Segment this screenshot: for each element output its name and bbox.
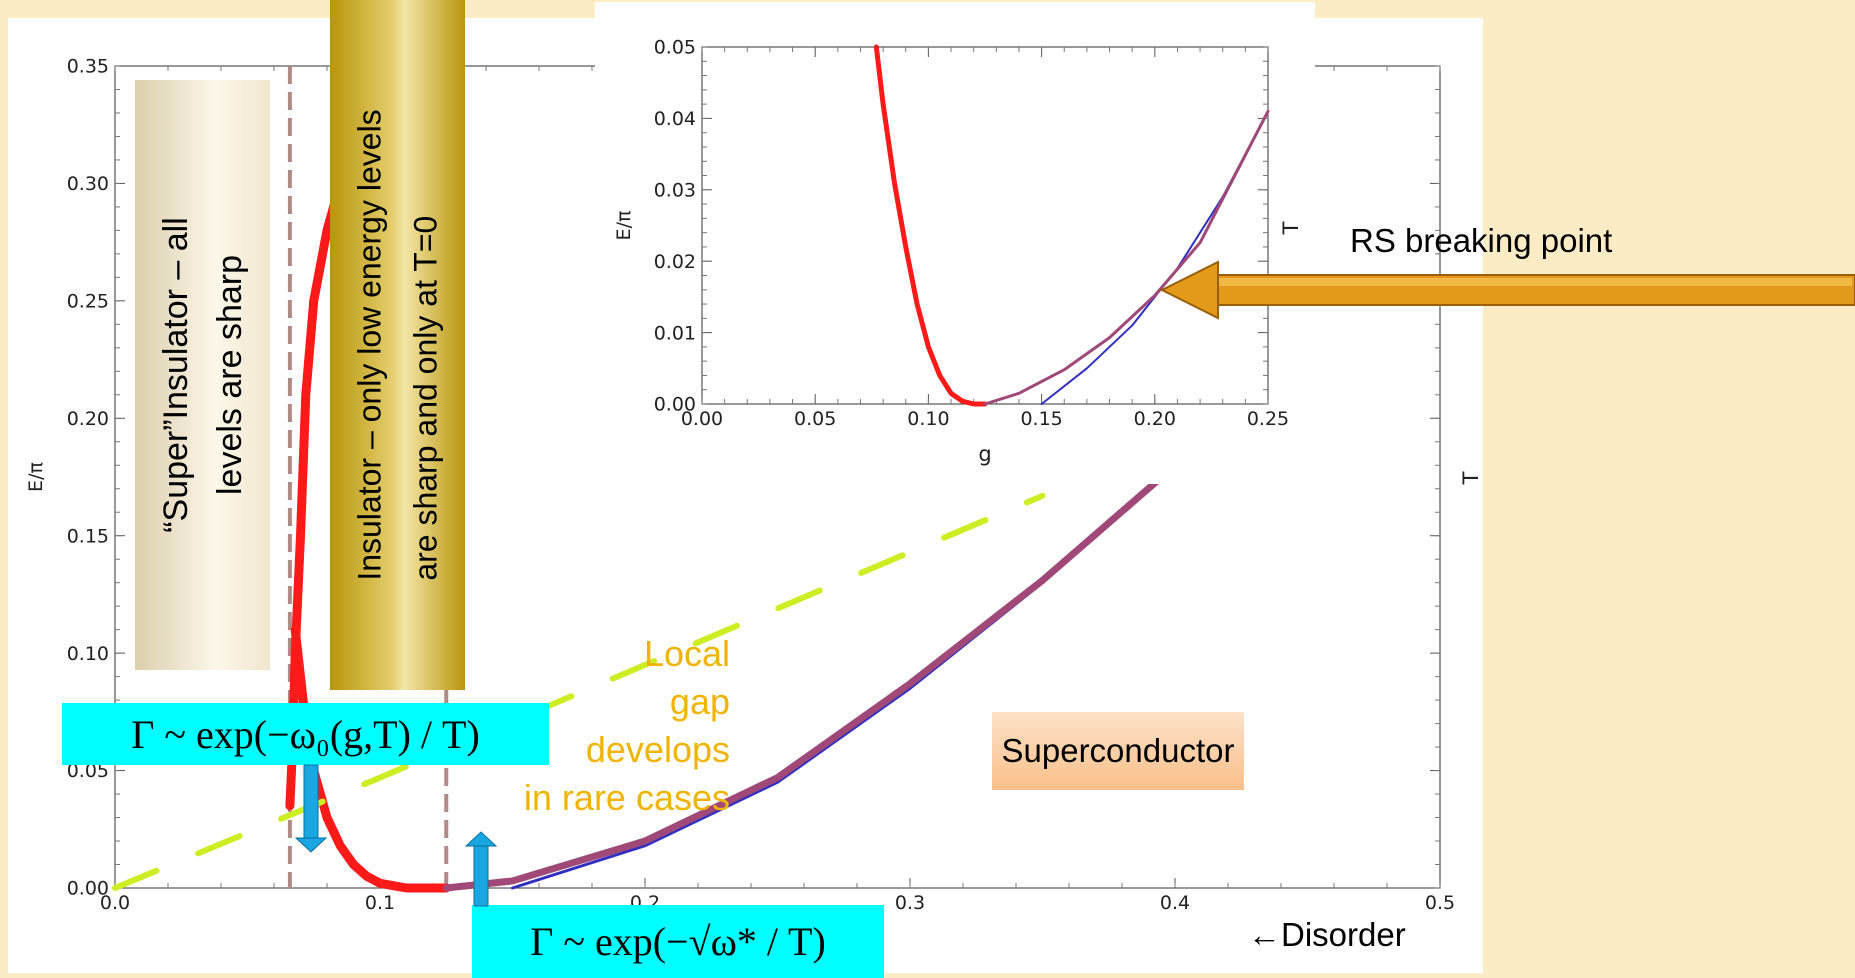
inset-plot-area: 0.00 0.05 0.10 0.15 0.20 0.25 0.00 0.01 0.02 0.03… bbox=[613, 37, 1303, 466]
gamma-sqrt-formula: Γ ~ exp(−√ω* / T) bbox=[530, 919, 826, 964]
rs-breaking-label: RS breaking point bbox=[1350, 222, 1613, 259]
inset-series-line-3 bbox=[983, 109, 1270, 406]
inset-x-tick-label: 0.10 bbox=[907, 408, 949, 430]
inset-right-axis-label: T bbox=[1279, 221, 1303, 235]
main-x-tick-label: 0.4 bbox=[1160, 892, 1190, 914]
inset-series-line-1 bbox=[873, 44, 988, 407]
main-series-line-4 bbox=[442, 473, 1166, 892]
inset-y-tick-label: 0.03 bbox=[654, 179, 696, 201]
inset-x-tick-label: 0.20 bbox=[1134, 408, 1176, 430]
local-gap-line-3: develops bbox=[585, 729, 730, 770]
main-series-line-5 bbox=[112, 492, 1046, 891]
inset-x-tick-label: 0.25 bbox=[1247, 408, 1289, 430]
local-gap-line-1: Local bbox=[643, 633, 730, 674]
inset-y-tick-label: 0.05 bbox=[654, 37, 696, 59]
inset-x-axis-label: g bbox=[978, 442, 991, 466]
local-gap-label: Local gap develops in rare cases bbox=[400, 630, 730, 822]
main-y-tick-label: 0.05 bbox=[67, 760, 109, 782]
inset-y-tick-label: 0.00 bbox=[654, 394, 696, 416]
super-insulator-box bbox=[135, 80, 270, 670]
disorder-label: ←Disorder bbox=[1248, 916, 1406, 953]
main-x-tick-label: 0.5 bbox=[1425, 892, 1455, 914]
main-y-tick-label: 0.35 bbox=[67, 56, 109, 78]
inset-x-tick-label: 0.15 bbox=[1020, 408, 1062, 430]
local-gap-line-4: in rare cases bbox=[523, 777, 730, 818]
main-x-tick-label: 0.0 bbox=[100, 892, 130, 914]
superconductor-label: Superconductor bbox=[1001, 732, 1235, 769]
inset-y-tick-label: 0.02 bbox=[654, 251, 696, 273]
inset-x-tick-label: 0.05 bbox=[794, 408, 836, 430]
main-x-tick-label: 0.1 bbox=[365, 892, 395, 914]
gamma-sqrt-formula-box: Γ ~ exp(−√ω* / T) bbox=[472, 905, 884, 978]
main-y-tick-label: 0.20 bbox=[67, 408, 109, 430]
inset-y-axis-label: E/π bbox=[613, 211, 635, 241]
main-right-axis-label: T bbox=[1459, 471, 1483, 485]
inset-y-tick-label: 0.01 bbox=[654, 322, 696, 344]
up-arrow-icon bbox=[464, 831, 498, 907]
gamma-exp-formula-box: Γ ~ exp(−ω₀(g,T) / T) bbox=[62, 703, 549, 765]
inset-y-tick-label: 0.04 bbox=[654, 108, 696, 130]
main-y-tick-label: 0.15 bbox=[67, 525, 109, 547]
inset-x-tick-label: 0.00 bbox=[681, 408, 723, 430]
down-arrow-icon bbox=[294, 764, 328, 853]
rs-breaking-arrow-icon bbox=[1159, 260, 1855, 320]
gamma-exp-formula: Γ ~ exp(−ω₀(g,T) / T) bbox=[131, 711, 480, 757]
insulator-box bbox=[330, 0, 465, 690]
main-y-tick-label: 0.30 bbox=[67, 173, 109, 195]
local-gap-line-2: gap bbox=[669, 681, 730, 722]
main-y-tick-label: 0.00 bbox=[67, 878, 109, 900]
superconductor-box: Superconductor bbox=[992, 712, 1244, 790]
main-x-tick-label: 0.3 bbox=[895, 892, 925, 914]
main-y-tick-label: 0.10 bbox=[67, 643, 109, 665]
main-y-tick-label: 0.25 bbox=[67, 291, 109, 313]
main-y-axis-label: E/π bbox=[25, 462, 47, 492]
